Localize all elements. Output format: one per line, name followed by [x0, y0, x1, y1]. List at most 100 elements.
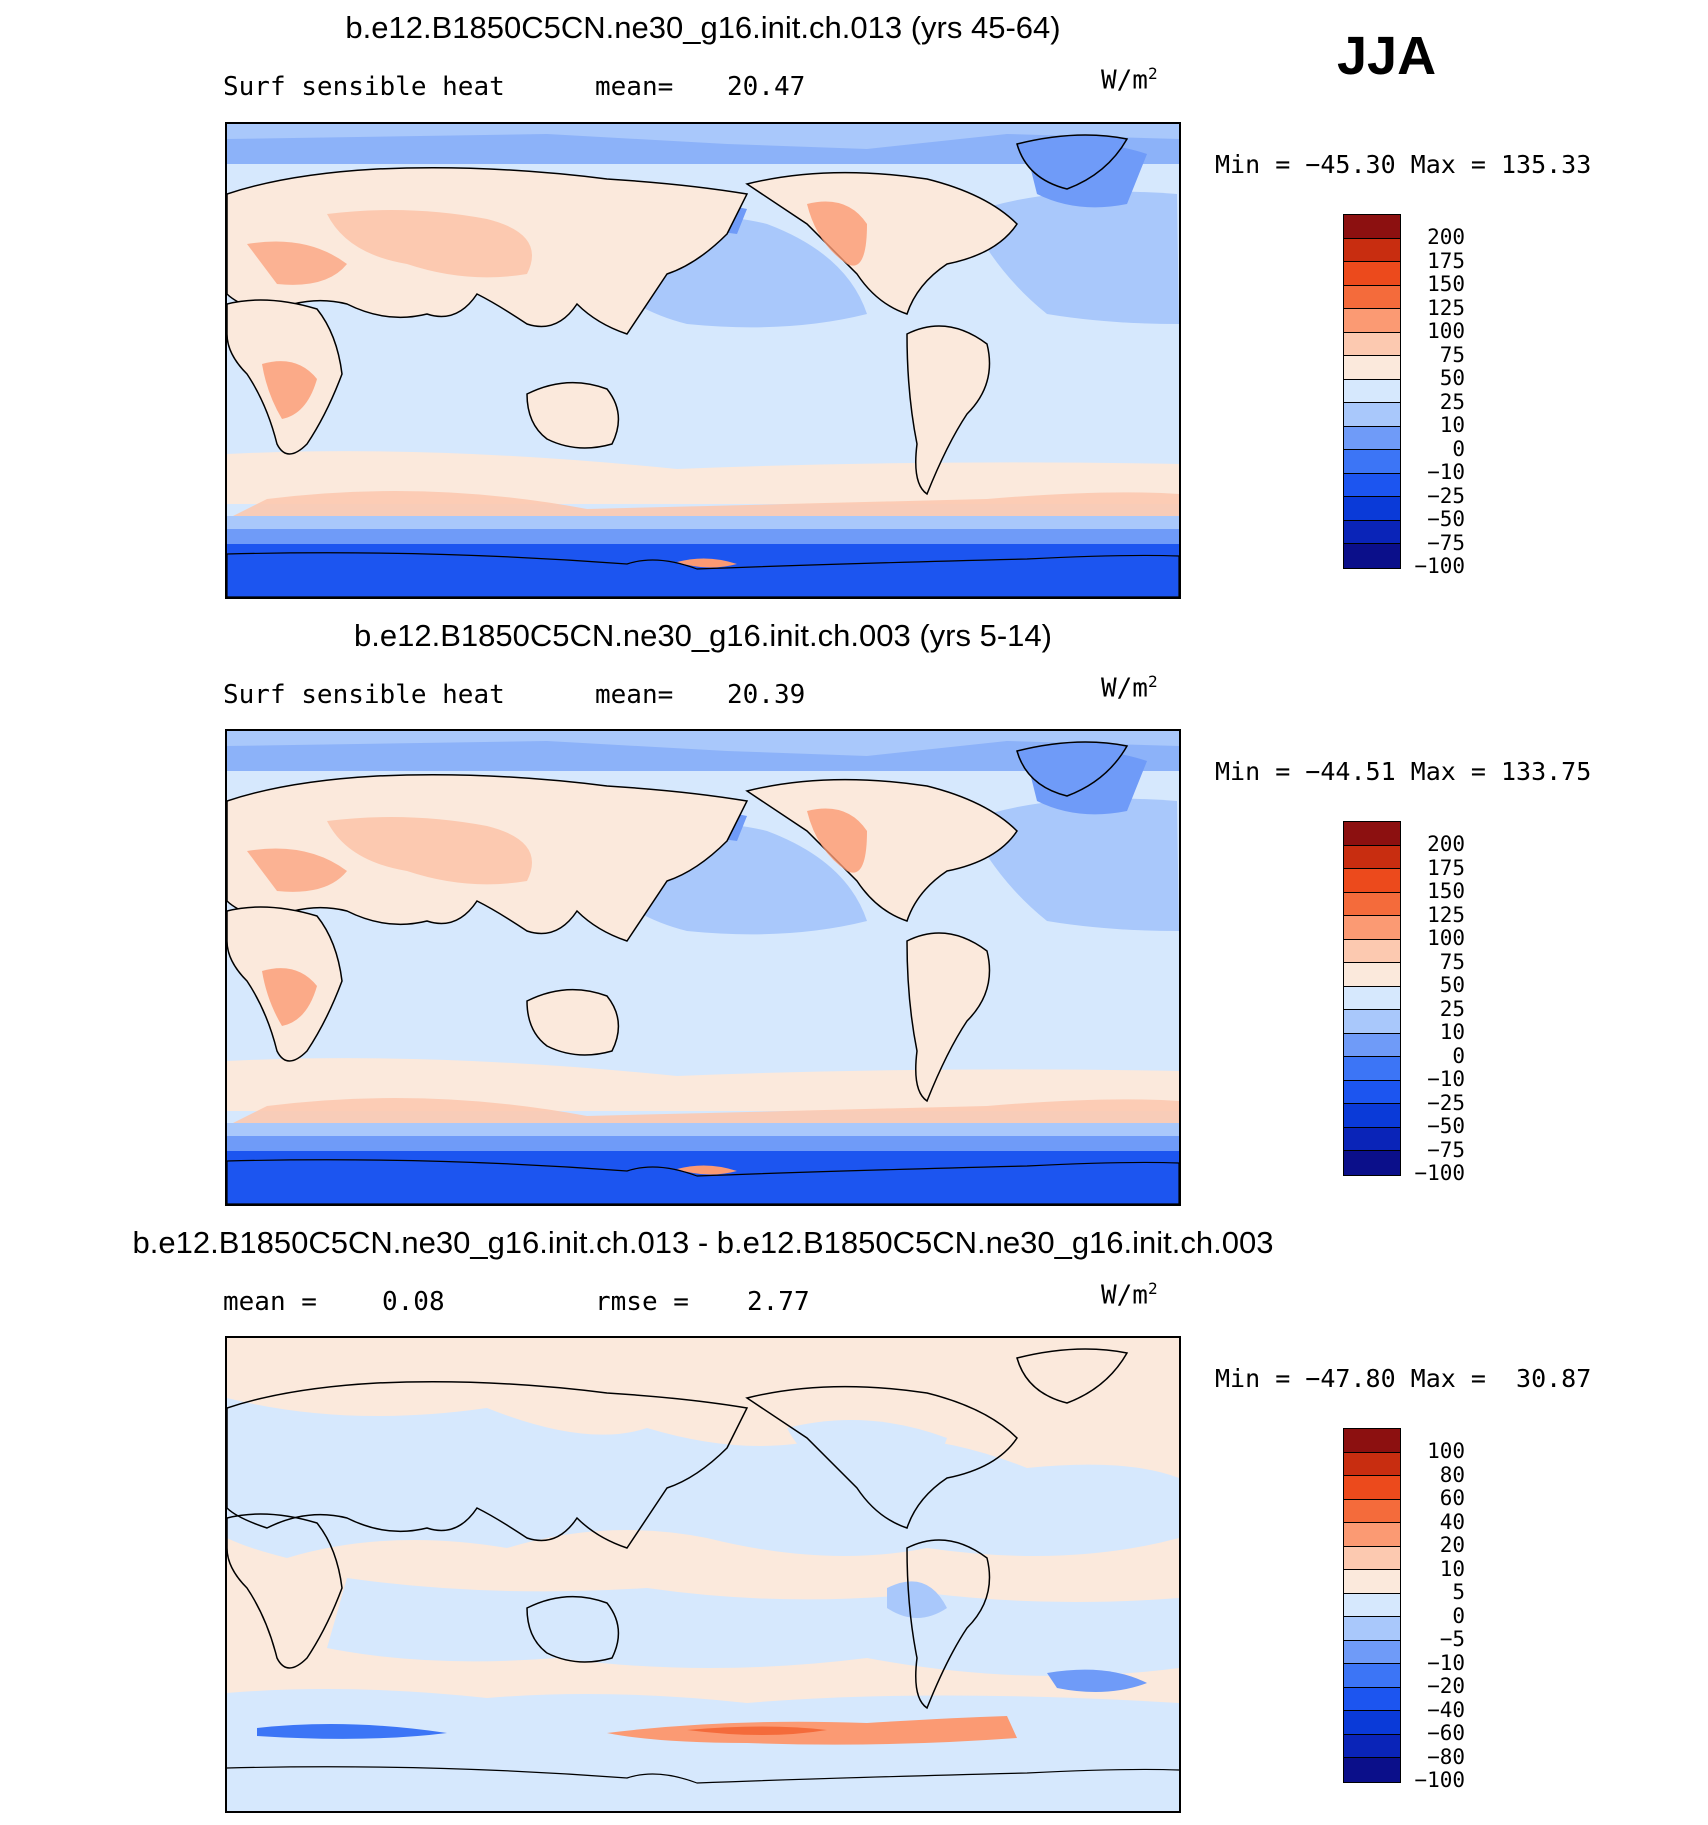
colorbar-swatch [1344, 544, 1400, 568]
colorbar-swatch [1344, 450, 1400, 474]
panel1-units: W/m2 [1101, 64, 1158, 96]
colorbar-tick: −100 [1414, 554, 1465, 578]
colorbar-swatch [1344, 1640, 1400, 1664]
colorbar-tick: −25 [1427, 483, 1465, 508]
colorbar-tick: −10 [1427, 1650, 1465, 1675]
colorbar-swatch [1344, 262, 1400, 286]
colorbar-tick: −100 [1414, 1768, 1465, 1792]
colorbar-tick: 200 [1427, 832, 1465, 856]
colorbar-swatch [1344, 1711, 1400, 1735]
colorbar-swatch [1344, 963, 1400, 987]
colorbar-swatch [1344, 520, 1400, 544]
colorbar-tick: 80 [1439, 1462, 1465, 1487]
colorbar-swatch [1344, 309, 1400, 333]
panel3-units: W/m2 [1101, 1279, 1158, 1311]
panel3-minmax: Min = −47.80 Max = 30.87 [1215, 1364, 1592, 1393]
panel1-variable-label: Surf sensible heat [223, 72, 505, 102]
colorbar-tick: 10 [1439, 1020, 1465, 1044]
colorbar-swatch [1344, 1523, 1400, 1547]
colorbar-swatch [1344, 1452, 1400, 1476]
season-label: JJA [1337, 26, 1437, 86]
colorbar-tick: 175 [1427, 855, 1465, 880]
colorbar-tick: −5 [1439, 1627, 1465, 1651]
colorbar-tick: −75 [1427, 1137, 1465, 1162]
panel3-rmse-label: rmse = [595, 1287, 689, 1317]
colorbar-swatch [1344, 1664, 1400, 1688]
panel2-mean-value: 20.39 [727, 680, 806, 710]
panel1-title: b.e12.B1850C5CN.ne30_g16.init.ch.013 (yr… [345, 10, 1061, 45]
colorbar-swatch [1344, 986, 1400, 1010]
colorbar-swatch [1344, 356, 1400, 380]
colorbar-swatch [1344, 1593, 1400, 1617]
colorbar-swatch [1344, 332, 1400, 356]
colorbar-tick: −75 [1427, 530, 1465, 555]
colorbar-tick: 25 [1439, 389, 1465, 414]
colorbar-swatch [1344, 1080, 1400, 1104]
colorbar-swatch [1344, 1734, 1400, 1758]
colorbar-tick: 150 [1427, 272, 1465, 296]
colorbar-swatch [1344, 238, 1400, 262]
panel3-title: b.e12.B1850C5CN.ne30_g16.init.ch.013 - b… [132, 1225, 1274, 1260]
colorbar-swatch [1344, 285, 1400, 309]
colorbar-swatch [1344, 1617, 1400, 1641]
colorbar-tick: −40 [1427, 1697, 1465, 1722]
panel1-mean-value: 20.47 [727, 72, 806, 102]
colorbar-swatch [1344, 1476, 1400, 1500]
colorbar-tick: 100 [1427, 926, 1465, 950]
colorbar-tick: 0 [1452, 436, 1465, 461]
colorbar-swatch [1344, 1151, 1400, 1175]
colorbar-tick: −10 [1427, 460, 1465, 484]
panel1-map [225, 122, 1181, 599]
colorbar-swatch [1344, 403, 1400, 427]
colorbar-swatch [1344, 939, 1400, 963]
colorbar-tick: 150 [1427, 879, 1465, 903]
colorbar-tick: 25 [1439, 996, 1465, 1021]
panel1-mean-label: mean= [595, 72, 674, 102]
panel3-colorbar [1343, 1428, 1401, 1783]
colorbar-tick: −20 [1427, 1674, 1465, 1698]
colorbar-swatch [1344, 1104, 1400, 1128]
colorbar-tick: 50 [1439, 366, 1465, 390]
colorbar-tick: 100 [1427, 1439, 1465, 1463]
colorbar-tick: 75 [1439, 342, 1465, 367]
colorbar-swatch [1344, 1057, 1400, 1081]
colorbar-swatch [1344, 1033, 1400, 1057]
colorbar-swatch [1344, 916, 1400, 940]
panel3-mean-label: mean = [223, 1287, 317, 1317]
colorbar-tick: 100 [1427, 319, 1465, 343]
panel1-minmax: Min = −45.30 Max = 135.33 [1215, 150, 1592, 179]
colorbar-swatch [1344, 1429, 1400, 1453]
colorbar-swatch [1344, 1687, 1400, 1711]
colorbar-swatch [1344, 822, 1400, 846]
colorbar-tick: −80 [1427, 1744, 1465, 1769]
colorbar-swatch [1344, 1758, 1400, 1782]
colorbar-tick: 50 [1439, 973, 1465, 997]
colorbar-tick: −50 [1427, 507, 1465, 531]
panel3-map [225, 1336, 1181, 1813]
colorbar-tick: −60 [1427, 1721, 1465, 1745]
colorbar-swatch [1344, 892, 1400, 916]
colorbar-tick: 200 [1427, 225, 1465, 249]
panel2-map [225, 729, 1181, 1206]
colorbar-tick: 10 [1439, 413, 1465, 437]
colorbar-tick: 0 [1452, 1603, 1465, 1628]
colorbar-swatch [1344, 426, 1400, 450]
colorbar-swatch [1344, 473, 1400, 497]
colorbar-swatch [1344, 1570, 1400, 1594]
colorbar-tick: 175 [1427, 248, 1465, 273]
colorbar-tick: 125 [1427, 902, 1465, 927]
colorbar-swatch [1344, 869, 1400, 893]
colorbar-tick: 40 [1439, 1509, 1465, 1534]
colorbar-tick: 75 [1439, 949, 1465, 974]
colorbar-swatch [1344, 1010, 1400, 1034]
colorbar-swatch [1344, 845, 1400, 869]
colorbar-tick: −25 [1427, 1090, 1465, 1115]
colorbar-swatch [1344, 1499, 1400, 1523]
colorbar-tick: 60 [1439, 1486, 1465, 1510]
panel2-variable-label: Surf sensible heat [223, 680, 505, 710]
colorbar-tick: 10 [1439, 1556, 1465, 1581]
colorbar-swatch [1344, 1127, 1400, 1151]
colorbar-swatch [1344, 1546, 1400, 1570]
panel1-colorbar [1343, 214, 1401, 569]
colorbar-swatch [1344, 497, 1400, 521]
